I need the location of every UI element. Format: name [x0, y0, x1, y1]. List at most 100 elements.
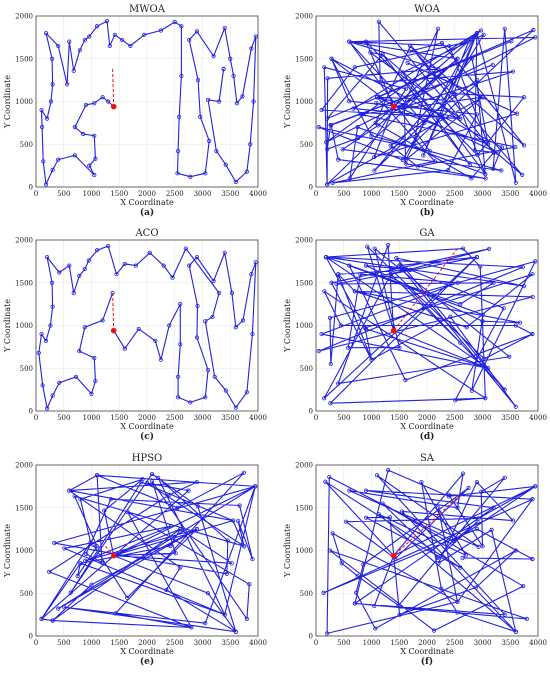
- city-point: [225, 538, 230, 543]
- city-point: [491, 150, 496, 155]
- city-point: [448, 314, 453, 319]
- city-point: [347, 39, 352, 44]
- panel-letter: (d): [420, 431, 435, 442]
- city-point: [509, 39, 514, 44]
- city-point: [179, 73, 184, 78]
- city-point: [363, 326, 369, 332]
- y-tick-label: 1500: [295, 55, 313, 63]
- city-point: [229, 290, 235, 296]
- city-point: [214, 148, 219, 154]
- y-tick-label: 1000: [295, 98, 313, 106]
- city-point: [228, 56, 233, 61]
- city-point: [231, 73, 236, 78]
- x-tick-label: 3000: [474, 414, 492, 422]
- city-point: [376, 123, 381, 128]
- x-tick-label: 3500: [221, 414, 239, 422]
- x-axis-label: X Coordinate: [400, 647, 454, 656]
- route-line: [318, 21, 536, 185]
- city-point: [82, 325, 87, 330]
- city-point: [72, 153, 77, 158]
- city-point: [514, 111, 520, 116]
- city-point: [233, 405, 238, 410]
- city-point: [427, 149, 432, 154]
- city-point: [386, 243, 391, 248]
- city-point: [223, 388, 228, 393]
- city-point: [48, 99, 54, 104]
- city-point: [340, 147, 345, 152]
- city-point: [205, 97, 211, 102]
- city-point: [187, 263, 192, 268]
- city-point: [351, 106, 356, 111]
- city-point: [167, 323, 172, 328]
- city-point: [513, 323, 518, 328]
- city-point: [223, 162, 228, 167]
- city-point: [336, 157, 341, 162]
- x-tick-label: 1000: [83, 639, 101, 647]
- y-tick-label: 1500: [295, 504, 313, 512]
- route-line: [40, 20, 257, 185]
- city-point: [83, 551, 89, 557]
- city-point: [133, 263, 138, 268]
- city-point: [323, 479, 328, 484]
- city-point: [474, 78, 480, 83]
- panel-hpso: 0 500 1000 1500 2000 2500 3000 3500 4000 0 500 1000…: [3, 453, 267, 667]
- city-point: [205, 367, 211, 373]
- city-point: [56, 606, 61, 611]
- x-tick-label: 0: [34, 639, 38, 647]
- city-point: [439, 586, 444, 591]
- x-tick-label: 2000: [138, 414, 156, 422]
- city-point: [82, 266, 87, 272]
- city-point: [447, 43, 452, 49]
- city-point: [474, 255, 480, 260]
- x-tick-label: 2500: [446, 414, 464, 422]
- city-point: [136, 326, 141, 332]
- city-point: [365, 244, 370, 249]
- city-point: [241, 470, 247, 475]
- y-tick-label: 0: [29, 633, 33, 641]
- city-point: [453, 398, 458, 403]
- start-point: [390, 103, 397, 110]
- city-point: [502, 612, 507, 617]
- city-point: [405, 284, 410, 290]
- x-tick-label: 500: [337, 639, 350, 647]
- city-point: [211, 278, 216, 284]
- city-point: [68, 590, 73, 595]
- city-point: [372, 246, 377, 251]
- x-tick-label: 2500: [446, 190, 464, 198]
- x-tick-label: 0: [314, 190, 318, 198]
- city-point: [455, 599, 460, 604]
- panel-title: MWOA: [129, 4, 166, 15]
- city-point: [73, 374, 79, 379]
- x-tick-label: 0: [34, 414, 38, 422]
- city-point: [502, 475, 507, 480]
- x-tick-label: 1000: [363, 639, 381, 647]
- city-point: [39, 331, 44, 337]
- city-point: [211, 54, 216, 59]
- city-point: [432, 159, 437, 164]
- city-point: [56, 157, 61, 162]
- city-point: [187, 37, 192, 43]
- city-point: [158, 28, 163, 33]
- city-point: [178, 302, 183, 307]
- city-point: [89, 391, 94, 396]
- city-point: [234, 101, 240, 106]
- city-point: [522, 95, 527, 100]
- city-point: [376, 512, 381, 517]
- city-point: [374, 95, 380, 100]
- x-tick-label: 2000: [138, 639, 156, 647]
- x-tick-label: 4000: [249, 639, 267, 647]
- city-point: [513, 180, 518, 185]
- x-tick-label: 500: [337, 414, 350, 422]
- city-point: [93, 378, 98, 384]
- city-point: [83, 558, 88, 563]
- city-point: [44, 406, 50, 411]
- city-point: [72, 125, 77, 130]
- city-point: [397, 612, 402, 617]
- city-point: [353, 590, 359, 595]
- city-point: [397, 263, 402, 268]
- city-point: [170, 275, 175, 280]
- y-axis-label: Y Coordinate: [283, 299, 292, 353]
- city-point: [94, 248, 100, 253]
- city-point: [346, 345, 351, 350]
- city-point: [499, 145, 505, 150]
